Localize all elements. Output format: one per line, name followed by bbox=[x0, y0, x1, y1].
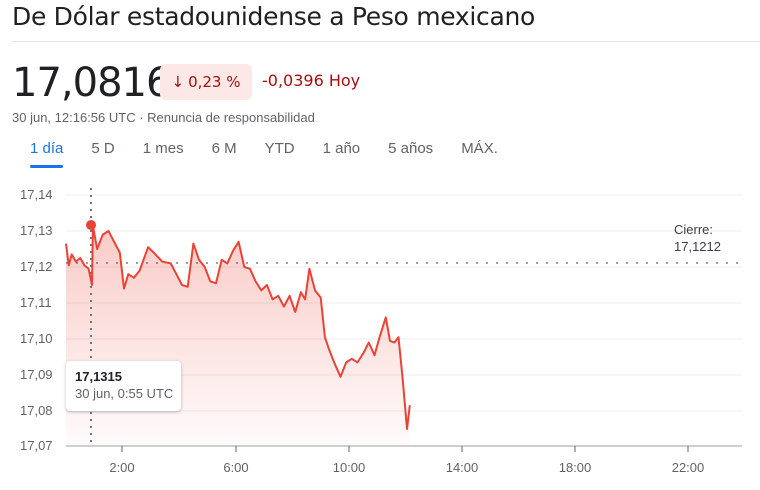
current-price: 17,0816 bbox=[12, 60, 171, 106]
tab-ytd[interactable]: YTD bbox=[264, 140, 295, 157]
x-tick-label: 18:00 bbox=[558, 460, 592, 475]
previous-close-label: Cierre: 17,1212 bbox=[674, 221, 721, 255]
y-tick-label: 17,11 bbox=[20, 295, 52, 310]
arrow-down-icon: ↓ bbox=[171, 73, 185, 91]
quote-timestamp: 30 jun, 12:16:56 UTC bbox=[12, 110, 136, 125]
x-tick-label: 10:00 bbox=[332, 460, 366, 475]
hover-tooltip: 17,1315 30 jun, 0:55 UTC bbox=[66, 361, 181, 411]
x-tick-label: 22:00 bbox=[671, 460, 705, 475]
time-range-tabs: 1 día 5 D 1 mes 6 M YTD 1 año 5 años MÁX… bbox=[16, 138, 512, 168]
disclaimer-link[interactable]: Renuncia de responsabilidad bbox=[147, 110, 315, 125]
change-absolute: -0,0396 Hoy bbox=[262, 71, 361, 90]
tooltip-time: 30 jun, 0:55 UTC bbox=[75, 386, 174, 401]
title-divider bbox=[12, 41, 760, 42]
tab-6-months[interactable]: 6 M bbox=[211, 140, 237, 157]
x-tick-label: 6:00 bbox=[223, 460, 249, 475]
x-tick-label: 2:00 bbox=[109, 460, 135, 475]
y-tick-label: 17,09 bbox=[20, 367, 53, 382]
meta-separator: · bbox=[135, 110, 148, 125]
quote-meta: 30 jun, 12:16:56 UTC · Renuncia de respo… bbox=[12, 110, 315, 125]
y-tick-label: 17,13 bbox=[20, 223, 53, 238]
change-percent-badge: ↓ 0,23 % bbox=[160, 64, 252, 100]
price-chart[interactable]: 17,14 17,13 17,12 17,11 17,10 17,09 17,0… bbox=[0, 180, 760, 490]
x-ticks bbox=[121, 446, 689, 452]
tooltip-value: 17,1315 bbox=[75, 369, 122, 384]
tab-1-month[interactable]: 1 mes bbox=[142, 140, 184, 157]
tab-5-days[interactable]: 5 D bbox=[91, 140, 115, 157]
price-line bbox=[65, 224, 411, 430]
tab-5-years[interactable]: 5 años bbox=[388, 140, 434, 157]
tab-max[interactable]: MÁX. bbox=[461, 140, 498, 157]
y-tick-label: 17,14 bbox=[20, 187, 53, 202]
close-label-title: Cierre: bbox=[674, 222, 714, 237]
price-area-fill bbox=[66, 225, 410, 446]
x-tick-label: 14:00 bbox=[445, 460, 479, 475]
close-label-value: 17,1212 bbox=[674, 239, 721, 254]
y-tick-label: 17,07 bbox=[20, 438, 53, 453]
change-percent: 0,23 % bbox=[188, 73, 241, 91]
hover-point bbox=[86, 220, 96, 230]
tab-1-day[interactable]: 1 día bbox=[16, 138, 77, 168]
y-tick-label: 17,12 bbox=[20, 259, 53, 274]
y-tick-label: 17,10 bbox=[20, 331, 53, 346]
page-title: De Dólar estadounidense a Peso mexicano bbox=[12, 2, 536, 31]
chart-canvas bbox=[65, 188, 742, 452]
tab-1-year[interactable]: 1 año bbox=[322, 140, 361, 157]
y-tick-label: 17,08 bbox=[20, 403, 53, 418]
